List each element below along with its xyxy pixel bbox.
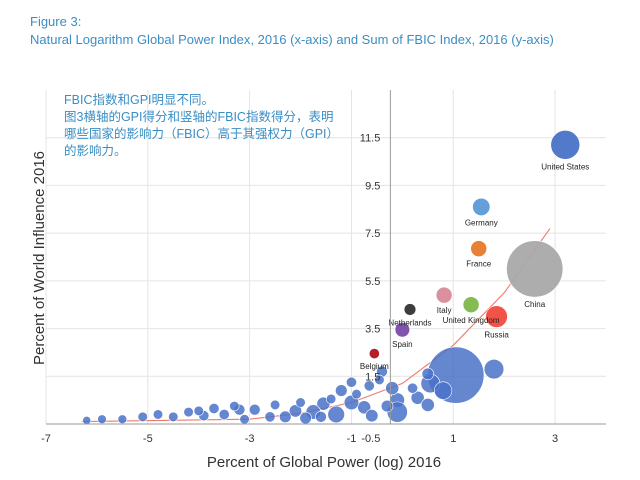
- data-point-spain: [394, 322, 410, 338]
- data-point: [365, 409, 379, 423]
- data-point: [434, 381, 453, 400]
- y-tick-label: 5.5: [365, 276, 380, 288]
- trendline-group: [81, 228, 551, 423]
- data-point-france: [470, 240, 488, 257]
- data-point: [208, 403, 220, 414]
- point-label: Belgium: [360, 362, 389, 371]
- data-point: [385, 381, 400, 396]
- data-point: [410, 390, 425, 405]
- x-tick-label: -7: [41, 433, 51, 445]
- data-point: [279, 410, 292, 424]
- point-labels: United States Germany France China ItalyUnit…: [360, 162, 589, 370]
- data-point: [374, 374, 385, 385]
- trendline: [81, 228, 551, 423]
- annotation-line-3: 哪些国家的影响力（FBIC）高于其强权力（GPI）: [64, 127, 340, 141]
- y-bottom-label: -0.5: [361, 433, 380, 445]
- data-point-united-states: [550, 130, 581, 160]
- axes: 1.5 3.5 5.5 7.5 9.5 11.5 -7 -5 -3 -1 1 3 -0.5: [41, 90, 606, 445]
- points: [82, 130, 581, 425]
- data-point: [152, 409, 164, 420]
- data-point: [420, 398, 435, 412]
- data-point: [97, 414, 107, 424]
- y-tick-label: 3.5: [365, 324, 380, 336]
- data-point: [288, 404, 302, 418]
- point-label: Germany: [465, 219, 498, 228]
- x-tick-label: 3: [552, 433, 558, 445]
- data-point: [380, 399, 394, 413]
- annotation-line-1: FBIC指数和GPI明显不同。: [64, 93, 215, 107]
- data-point-netherlands: [403, 303, 417, 316]
- data-point: [193, 405, 204, 416]
- y-tick-label: 9.5: [365, 180, 380, 192]
- x-tick-label: -3: [245, 433, 255, 445]
- data-point: [229, 401, 240, 412]
- data-point: [315, 411, 327, 423]
- data-point-china: [506, 240, 564, 298]
- data-point: [407, 382, 419, 394]
- data-point: [239, 414, 250, 425]
- data-point: [345, 376, 357, 388]
- data-point: [363, 380, 375, 392]
- data-point: [137, 411, 148, 422]
- annotation-line-2: 图3横轴的GPI得分和竖轴的FBIC指数得分，表明: [64, 110, 334, 124]
- x-tick-label: 1: [450, 433, 456, 445]
- data-point: [117, 414, 128, 424]
- data-point: [483, 358, 505, 380]
- y-tick-label: 11.5: [360, 133, 381, 145]
- data-point: [299, 411, 312, 425]
- data-point: [269, 399, 281, 411]
- data-point-united-kingdom: [462, 296, 480, 314]
- figure-subtitle: Natural Logarithm Global Power Index, 20…: [30, 32, 554, 47]
- y-tick-label: 7.5: [365, 228, 380, 240]
- data-point: [183, 406, 194, 418]
- point-label: Russia: [484, 331, 509, 340]
- x-tick-label: -5: [143, 433, 153, 445]
- x-axis-title: Percent of Global Power (log) 2016: [207, 454, 441, 471]
- data-point-belgium: [368, 348, 380, 360]
- x-tick-label: -1: [347, 433, 357, 445]
- point-label: France: [466, 260, 491, 269]
- point-label: China: [524, 300, 545, 309]
- data-point: [295, 397, 306, 408]
- data-point: [264, 411, 276, 423]
- data-point: [357, 400, 372, 415]
- point-label: Spain: [392, 340, 412, 349]
- data-point: [351, 389, 362, 400]
- point-label: Italy: [437, 306, 452, 315]
- data-point: [82, 416, 92, 425]
- annotation-line-4: 的影响力。: [64, 144, 127, 158]
- data-point: [421, 367, 434, 381]
- y-tick-label: 1.5: [365, 371, 380, 383]
- grid: [45, 90, 606, 424]
- data-point: [218, 408, 230, 420]
- y-axis-title: Percent of World Influence 2016: [31, 151, 48, 365]
- data-point: [168, 411, 179, 422]
- data-point-italy: [435, 286, 453, 304]
- point-label: Netherlands: [388, 318, 431, 327]
- data-point-russia: [485, 305, 508, 328]
- annotation-box: FBIC指数和GPI明显不同。 图3横轴的GPI得分和竖轴的FBIC指数得分，表…: [64, 92, 364, 160]
- point-label: United Kingdom: [443, 316, 500, 325]
- data-point: [325, 393, 337, 405]
- figure-label: Figure 3:: [30, 14, 82, 29]
- data-point: [335, 384, 348, 397]
- data-point: [327, 405, 345, 424]
- point-label: United States: [541, 162, 589, 171]
- data-point-germany: [472, 197, 491, 216]
- data-point: [248, 403, 261, 416]
